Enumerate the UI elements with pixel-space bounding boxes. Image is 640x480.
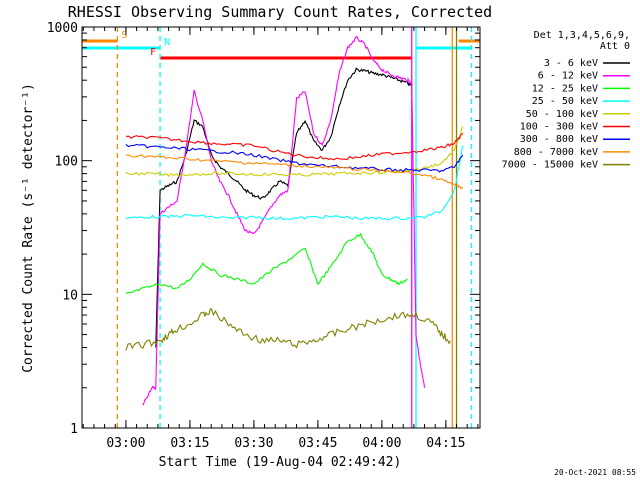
- legend-label-1: 6 - 12 keV: [538, 71, 598, 82]
- series-line-2: [125, 232, 408, 294]
- series-lines: [125, 36, 464, 406]
- plot-frame: [81, 26, 481, 429]
- legend-label-6: 300 - 800 keV: [520, 134, 598, 145]
- y-axis-label: Corrected Count Rate (s⁻¹ detector⁻¹): [21, 83, 36, 373]
- legend-header-0: Det 1,3,4,5,6,9,: [534, 30, 630, 41]
- series-line-0: [155, 67, 413, 348]
- y-tick-label-1: 10: [62, 288, 78, 303]
- x-tick-label-3: 03:45: [298, 436, 337, 451]
- y-tick-label-0: 1: [70, 422, 78, 437]
- axis-ticks: 03:00 03:15 03:30 03:45 04:00 04:15 1 10 100 1000: [47, 21, 480, 451]
- x-tick-label-0: 03:00: [106, 436, 145, 451]
- y-tick-label-2: 100: [55, 155, 78, 170]
- legend-label-4: 50 - 100 keV: [526, 109, 598, 120]
- legend-header-1: Att 0: [600, 41, 630, 52]
- x-tick-label-4: 04:00: [362, 436, 401, 451]
- state-label-0: S: [121, 30, 127, 41]
- series-line-5: [125, 132, 464, 161]
- timestamp-footnote: 20-Oct-2021 08:55: [554, 468, 636, 477]
- legend-label-0: 3 - 6 keV: [544, 58, 598, 69]
- series-line-7: [125, 154, 464, 190]
- series-line-8: [125, 308, 451, 351]
- legend-label-8: 7000 - 15000 keV: [502, 160, 598, 171]
- series-line-6: [125, 143, 464, 173]
- state-label-1: N: [164, 37, 170, 48]
- legend-label-5: 100 - 300 keV: [520, 122, 598, 133]
- x-tick-label-2: 03:30: [234, 436, 273, 451]
- series-line-3: [125, 145, 464, 221]
- state-label-2: F: [150, 47, 156, 58]
- x-tick-label-1: 03:15: [170, 436, 209, 451]
- instrument-state-bars: S NF: [82, 30, 480, 60]
- series-line-1: [142, 36, 426, 406]
- legend-label-2: 12 - 25 keV: [532, 83, 598, 94]
- legend-label-3: 25 - 50 keV: [532, 96, 598, 107]
- x-axis-label: Start Time (19-Aug-04 02:49:42): [159, 455, 402, 470]
- series-line-4: [125, 126, 464, 177]
- legend-label-7: 800 - 7000 keV: [514, 147, 598, 158]
- y-tick-label-3: 1000: [47, 21, 78, 36]
- chart-title: RHESSI Observing Summary Count Rates, Co…: [68, 3, 492, 21]
- x-tick-label-5: 04:15: [426, 436, 465, 451]
- legend: Det 1,3,4,5,6,9,Att 03 - 6 keV 6 - 12 keV…: [502, 30, 630, 171]
